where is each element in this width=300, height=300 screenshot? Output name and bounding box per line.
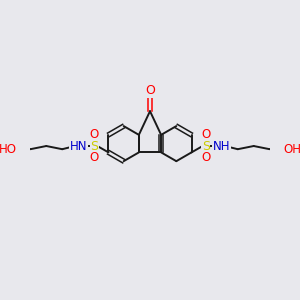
Text: S: S [90,140,98,152]
Text: S: S [202,140,210,152]
Text: HN: HN [69,140,87,152]
Text: O: O [145,84,155,97]
Text: O: O [201,152,211,164]
Text: O: O [89,128,99,141]
Text: O: O [201,128,211,141]
Text: NH: NH [213,140,231,152]
Text: OH: OH [283,143,300,156]
Text: O: O [89,152,99,164]
Text: HO: HO [0,143,17,156]
